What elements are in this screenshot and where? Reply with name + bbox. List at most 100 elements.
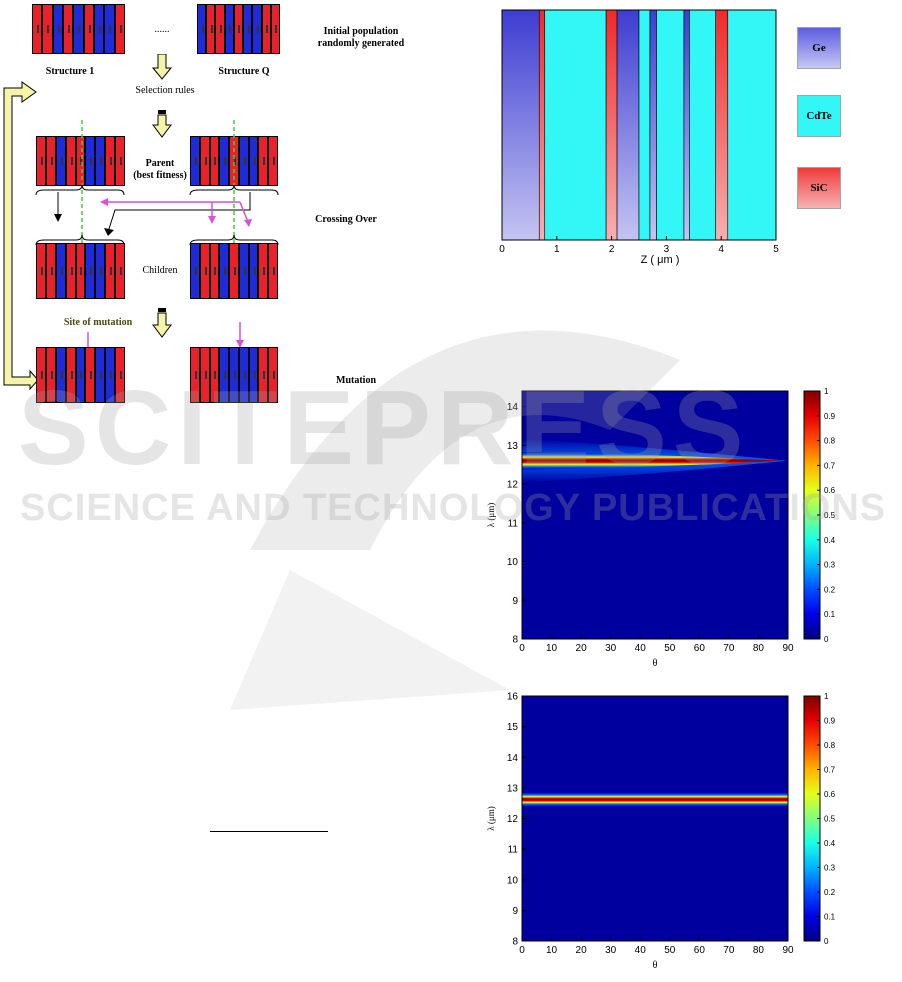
layer-tick bbox=[100, 371, 103, 379]
layer-tick bbox=[233, 157, 236, 165]
layer-cell bbox=[94, 4, 105, 54]
heatmap-y-tick-label: 9 bbox=[512, 596, 518, 607]
layer-tick bbox=[90, 157, 93, 165]
layer-tick bbox=[263, 371, 266, 379]
heatmap-x-tick-label: 40 bbox=[635, 643, 647, 654]
layer-tick bbox=[68, 25, 71, 33]
layer-tick bbox=[47, 25, 50, 33]
layer-cell bbox=[65, 347, 76, 403]
layer-tick bbox=[224, 371, 227, 379]
layer-tick bbox=[100, 267, 103, 275]
structure-layer-sic bbox=[605, 9, 618, 241]
layer-tick bbox=[50, 157, 53, 165]
layer-cell bbox=[270, 4, 280, 54]
layer-tick bbox=[78, 25, 81, 33]
label-site-of-mutation: Site of mutation bbox=[63, 317, 133, 328]
layer-cell bbox=[190, 243, 200, 299]
layer-cell bbox=[45, 136, 56, 186]
heatmap-band bbox=[522, 451, 783, 470]
layer-cell bbox=[36, 136, 46, 186]
arrow-down-2 bbox=[152, 110, 172, 138]
layer-cell bbox=[65, 136, 76, 186]
structure-x-tick-label: 5 bbox=[773, 244, 779, 255]
structure-x-tick-label: 3 bbox=[664, 244, 670, 255]
heatmap-y-tick-label: 14 bbox=[507, 402, 519, 413]
layer-tick bbox=[201, 25, 204, 33]
layer-cell bbox=[224, 4, 234, 54]
layer-cell bbox=[55, 136, 66, 186]
layer-cell bbox=[114, 4, 125, 54]
layer-cell bbox=[45, 243, 56, 299]
layer-tick bbox=[204, 157, 207, 165]
layer-tick bbox=[80, 157, 83, 165]
heatmap-x-tick-label: 60 bbox=[694, 945, 706, 956]
structure-layer-ge bbox=[683, 9, 690, 241]
layer-tick bbox=[233, 371, 236, 379]
heatmap-1: 0 10 20 30 40 50 60 70 80 90 θ 8 9 10 11 12 13 14 λ (μm) 0 0… bbox=[470, 385, 890, 675]
layer-tick bbox=[194, 267, 197, 275]
layer-tick bbox=[88, 25, 91, 33]
row-parent-left bbox=[36, 136, 125, 186]
layer-cell bbox=[219, 136, 230, 186]
label-structure-1: Structure 1 bbox=[45, 66, 95, 77]
layer-tick bbox=[50, 371, 53, 379]
structure-layer-ge bbox=[649, 9, 657, 241]
heatmap-y-tick-label: 14 bbox=[507, 753, 519, 764]
colorbar-tick-label: 0.9 bbox=[824, 717, 836, 726]
layer-tick bbox=[214, 371, 217, 379]
layer-cell bbox=[261, 4, 271, 54]
layer-cell bbox=[36, 347, 46, 403]
row-structure-q bbox=[197, 4, 280, 54]
label-structure-q: Structure Q bbox=[218, 66, 270, 77]
structure-frame bbox=[501, 9, 777, 241]
structure-svg: 0 1 2 3 4 5 bbox=[499, 9, 779, 255]
layer-cell bbox=[45, 347, 56, 403]
heatmap-y-tick-label: 10 bbox=[507, 557, 519, 568]
heatmap-x-tick-label: 40 bbox=[635, 945, 647, 956]
layer-tick bbox=[70, 371, 73, 379]
layer-cell bbox=[258, 243, 269, 299]
heatmap-x-tick-label: 90 bbox=[782, 945, 794, 956]
heatmap-ylabel: λ (μm) bbox=[486, 503, 496, 527]
layer-cell bbox=[104, 4, 115, 54]
heatmap-x-tick-label: 50 bbox=[664, 643, 676, 654]
row-child-left bbox=[36, 243, 125, 299]
heatmap-2: 0 10 20 30 40 50 60 70 80 90 θ 8 9 10 11 12 13 14 15 16 λ (μ… bbox=[470, 690, 890, 977]
layer-tick bbox=[224, 267, 227, 275]
colorbar-tick-label: 0.6 bbox=[824, 790, 836, 799]
layer-tick bbox=[220, 25, 223, 33]
row-parent-right bbox=[190, 136, 278, 186]
layer-tick bbox=[100, 157, 103, 165]
layer-tick bbox=[60, 371, 63, 379]
layer-tick bbox=[238, 25, 241, 33]
heatmap-y-tick-label: 13 bbox=[507, 441, 519, 452]
layer-cell bbox=[209, 136, 220, 186]
heatmap-x-tick-label: 20 bbox=[576, 945, 588, 956]
layer-cell bbox=[199, 347, 210, 403]
layer-tick bbox=[99, 25, 102, 33]
colorbar-tick-label: 0.5 bbox=[824, 511, 836, 520]
heatmap-y-tick-label: 12 bbox=[507, 814, 519, 825]
layer-cell bbox=[248, 136, 259, 186]
heatmap-x-tick-label: 60 bbox=[694, 643, 706, 654]
layer-tick bbox=[90, 371, 93, 379]
layer-tick bbox=[109, 25, 112, 33]
layer-tick bbox=[214, 157, 217, 165]
layer-tick bbox=[253, 371, 256, 379]
structure-layer-ge bbox=[501, 9, 540, 241]
layer-cell bbox=[105, 136, 116, 186]
layer-cell bbox=[73, 4, 84, 54]
layer-cell bbox=[199, 136, 210, 186]
structure-layer-cdte bbox=[638, 9, 651, 241]
layer-cell bbox=[85, 347, 96, 403]
layer-tick bbox=[60, 267, 63, 275]
colorbar-tick-label: 0.8 bbox=[824, 741, 836, 750]
heatmap-y-tick-label: 8 bbox=[512, 937, 518, 948]
layer-cell bbox=[105, 243, 116, 299]
arrow-down-1 bbox=[152, 54, 172, 80]
layer-cell bbox=[233, 4, 244, 54]
heatmap-x-tick-label: 70 bbox=[723, 643, 735, 654]
heatmap-x-tick-label: 90 bbox=[782, 643, 794, 654]
layer-cell bbox=[75, 347, 86, 403]
